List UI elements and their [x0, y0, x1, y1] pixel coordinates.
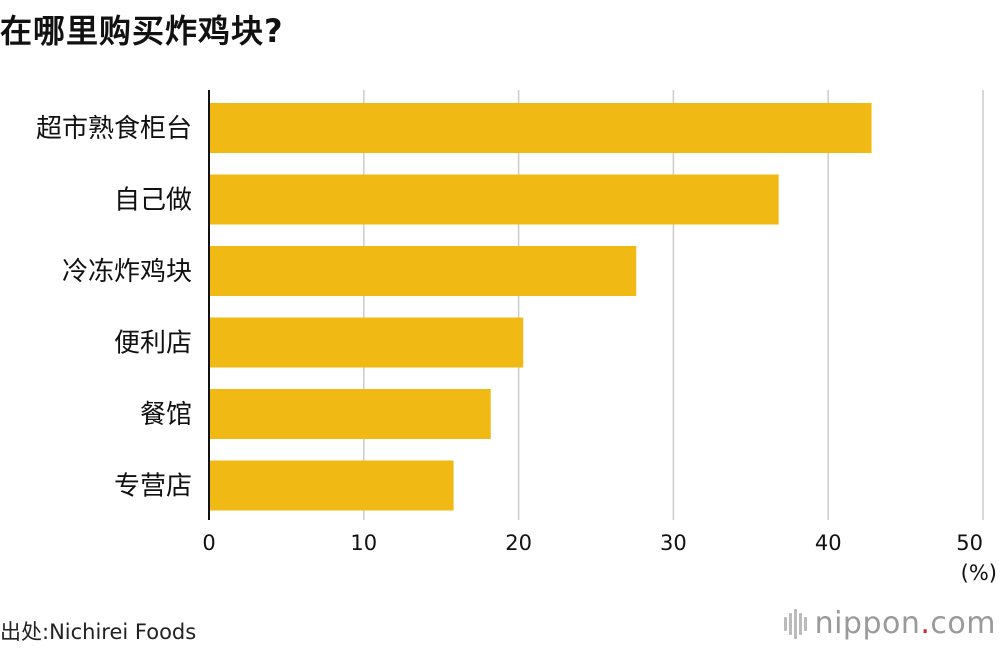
logo-mark-icon [783, 607, 807, 641]
category-label: 专营店 [114, 472, 192, 502]
x-tick-label: 40 [815, 531, 842, 555]
logo-dot: . [920, 606, 931, 641]
category-label: 超市熟食柜台 [36, 114, 192, 144]
bar [209, 389, 491, 439]
bar [209, 174, 779, 225]
bar [209, 460, 454, 511]
nippon-logo: nippon.com [783, 606, 996, 641]
x-tick-label: 50 [956, 531, 983, 555]
category-label: 餐馆 [140, 400, 192, 430]
x-tick-label: 0 [202, 531, 215, 555]
x-tick-label: 10 [350, 531, 377, 555]
bar [209, 103, 872, 153]
bars [209, 103, 872, 511]
chart-title: 在哪里购买炸鸡块? [0, 12, 284, 50]
logo-text: nippon.com [815, 606, 996, 641]
source-note: 出处:Nichirei Foods [0, 620, 197, 644]
category-label: 便利店 [114, 329, 192, 359]
x-tick-label: 20 [505, 531, 532, 555]
x-tick-labels: 0 10 20 30 40 50 [202, 531, 983, 555]
bar [209, 246, 637, 296]
grid-lines [363, 90, 984, 520]
category-label: 冷冻炸鸡块 [62, 257, 192, 287]
logo-tld: com [930, 606, 996, 641]
logo-name: nippon [814, 606, 921, 641]
category-label: 自己做 [114, 186, 192, 216]
x-axis-unit: (%) [961, 561, 997, 585]
bar [209, 317, 524, 368]
x-tick-label: 30 [660, 531, 687, 555]
